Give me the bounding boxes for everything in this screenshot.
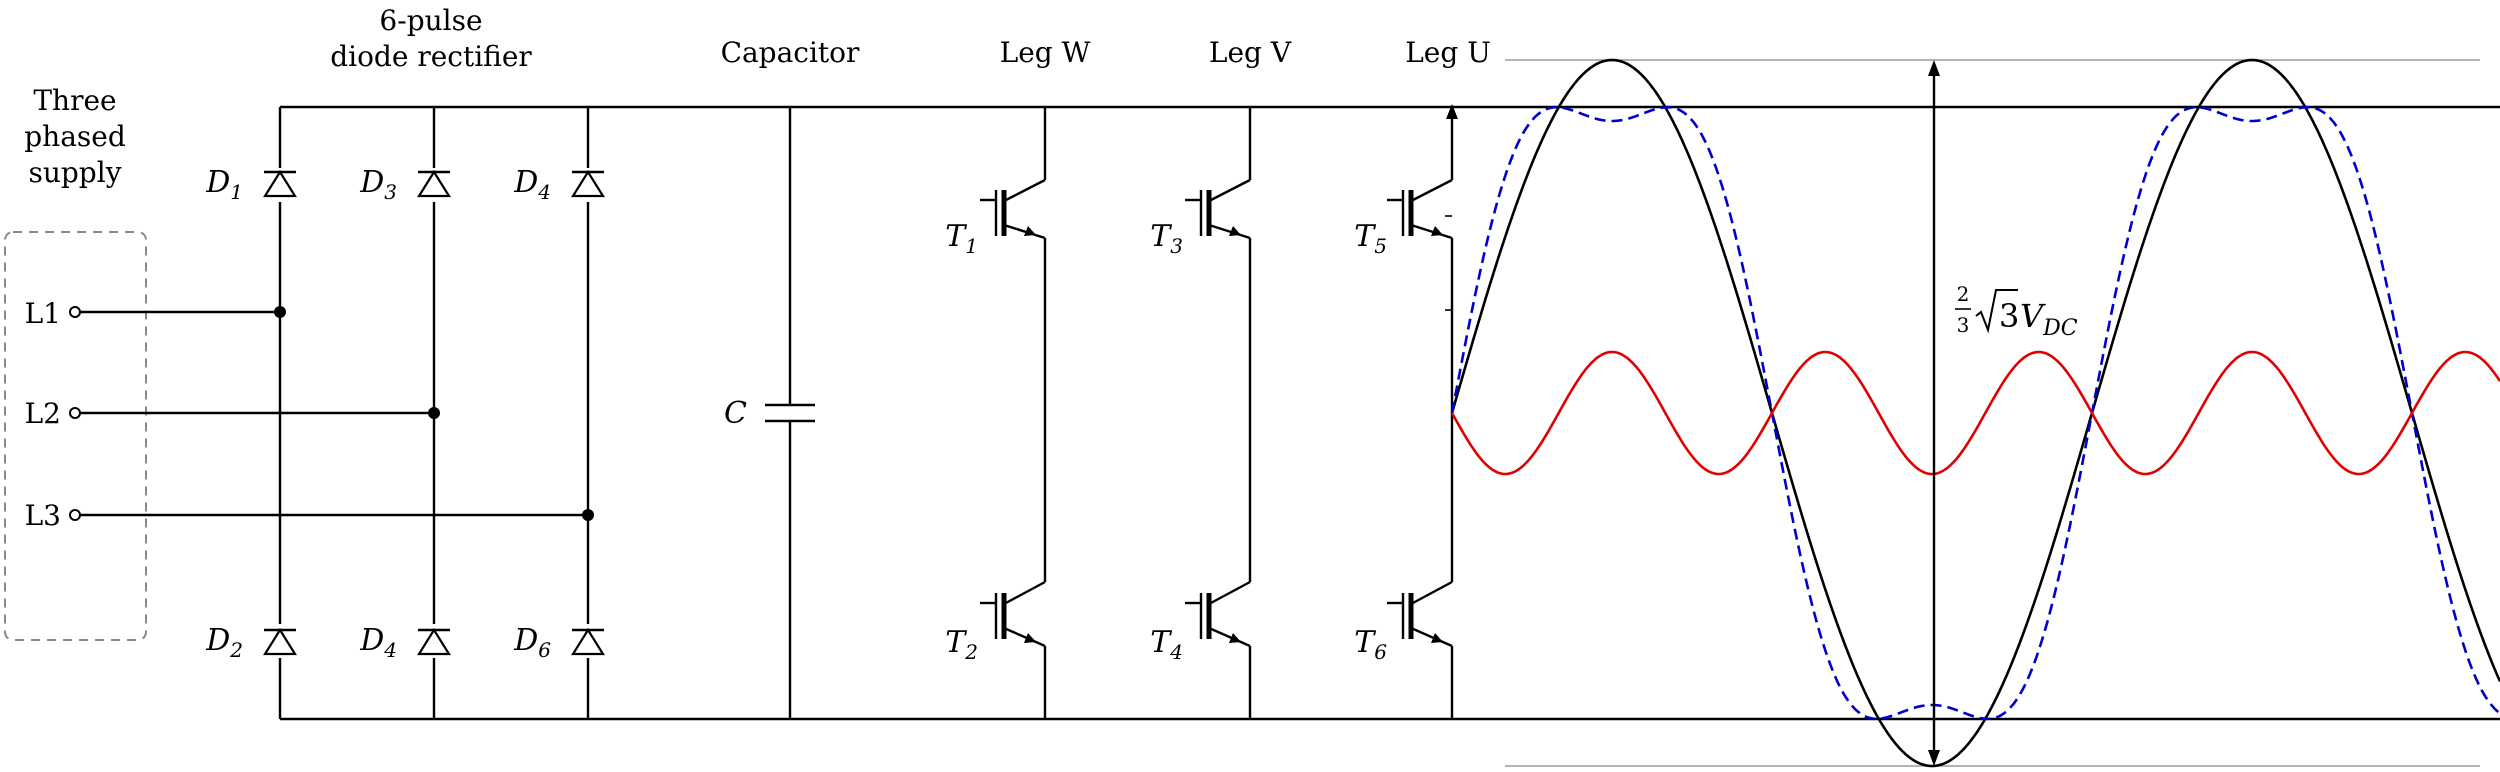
capacitor-label: C — [724, 396, 747, 431]
transistor-t2 — [980, 580, 1046, 648]
terminal-l2: L2 — [25, 397, 81, 430]
terminal-l3: L3 — [25, 499, 81, 532]
terminal-l3-node — [69, 509, 81, 521]
peak-to-peak-arrow — [1928, 60, 1940, 766]
diode-d1 — [262, 168, 298, 202]
terminal-l1-label: L1 — [25, 297, 61, 330]
diode-d4-upper-label: D4 — [513, 165, 551, 204]
dc-link-capacitor — [765, 107, 815, 719]
terminal-l1: L1 — [25, 297, 81, 330]
supply-box — [4, 231, 147, 641]
leg-v-header: Leg V — [1209, 36, 1292, 69]
diode-d2 — [262, 624, 298, 658]
supply-header-line2: phased — [24, 120, 126, 153]
transistor-t5-label: T5 — [1354, 219, 1387, 258]
terminal-l1-node — [69, 306, 81, 318]
diode-d6 — [570, 624, 606, 658]
radical-operand: 3 — [1999, 297, 2019, 335]
diode-d4-lower-label: D4 — [359, 623, 397, 662]
transistor-t3-label: T3 — [1150, 219, 1183, 258]
radical-sign — [1975, 289, 2018, 334]
transistor-t2-label: T2 — [945, 625, 978, 664]
diode-d3-label: D3 — [359, 165, 397, 204]
transistor-t6-label: T6 — [1354, 625, 1387, 664]
transistor-t5 — [1387, 178, 1453, 240]
fundamental-waveform — [1450, 58, 2500, 768]
supply-header-line1: Three — [33, 84, 116, 117]
modulated-reference-waveform — [1450, 105, 2500, 721]
supply-header-line3: supply — [28, 156, 121, 189]
third-harmonic-waveform — [1450, 350, 2500, 476]
voltage-fraction-numerator: 2 — [1957, 282, 1970, 306]
transistor-t6 — [1387, 580, 1453, 648]
diode-d2-label: D2 — [205, 623, 243, 662]
capacitor-header: Capacitor — [721, 36, 860, 69]
leg-u-header: Leg U — [1405, 36, 1491, 69]
transistor-t4-label: T4 — [1150, 625, 1183, 664]
diode-d1-label: D1 — [205, 165, 243, 204]
transistor-t4 — [1185, 580, 1251, 648]
transistor-t1-label: T1 — [945, 219, 978, 258]
leg-w-header: Leg W — [1000, 36, 1091, 69]
terminal-l2-label: L2 — [25, 397, 61, 430]
diode-d4-upper — [570, 168, 606, 202]
diode-d3 — [416, 168, 452, 202]
voltage-amplitude-label: 2 3 3 VDC — [1955, 282, 2078, 341]
transistor-t3 — [1185, 178, 1251, 240]
terminal-l2-node — [69, 407, 81, 419]
diode-d6-label: D6 — [513, 623, 551, 662]
transistor-t1 — [980, 178, 1046, 240]
voltage-fraction-denominator: 3 — [1957, 313, 1970, 337]
terminal-l3-label: L3 — [25, 499, 61, 532]
rectifier-header-line2: diode rectifier — [330, 40, 532, 73]
voltage-variable: VDC — [2020, 297, 2078, 341]
diode-d4-lower — [416, 624, 452, 658]
rectifier-header-line1: 6-pulse — [379, 4, 482, 37]
